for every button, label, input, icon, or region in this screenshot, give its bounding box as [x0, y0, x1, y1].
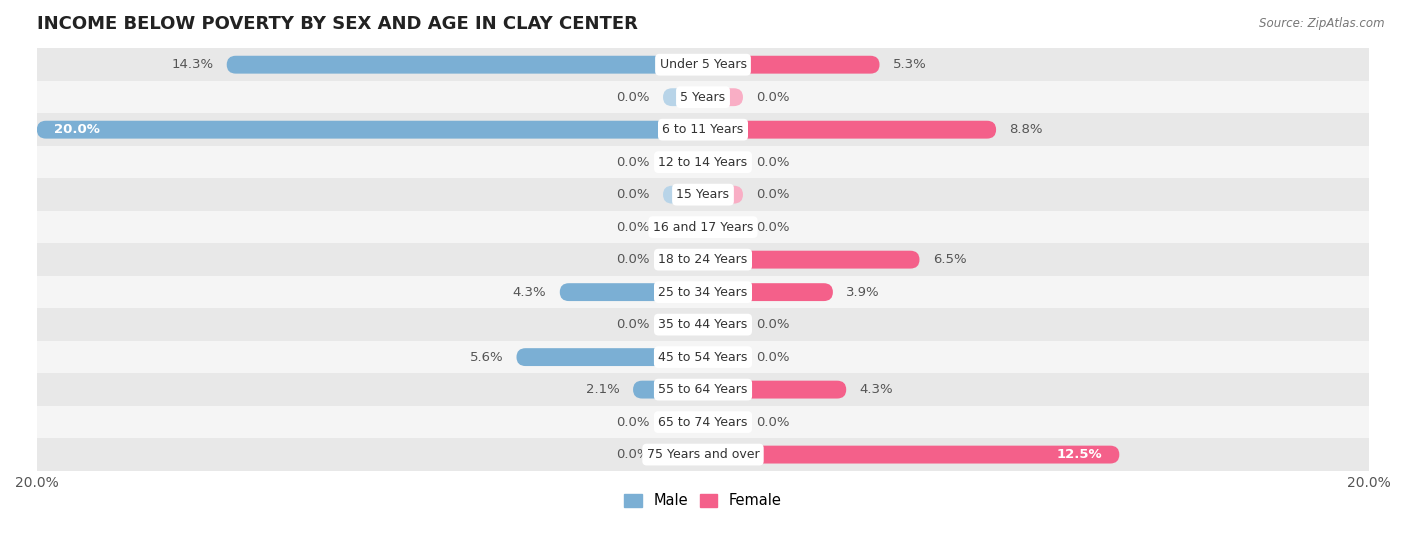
Text: 0.0%: 0.0% — [616, 220, 650, 234]
Text: 0.0%: 0.0% — [616, 416, 650, 429]
Text: 2.1%: 2.1% — [586, 383, 620, 396]
FancyBboxPatch shape — [703, 381, 846, 398]
FancyBboxPatch shape — [664, 413, 703, 431]
Text: 6.5%: 6.5% — [932, 253, 966, 266]
FancyBboxPatch shape — [703, 348, 742, 366]
Bar — [37, 276, 1369, 309]
FancyBboxPatch shape — [664, 186, 703, 204]
Text: 12.5%: 12.5% — [1057, 448, 1102, 461]
Text: 0.0%: 0.0% — [756, 156, 790, 169]
FancyBboxPatch shape — [703, 413, 742, 431]
Text: 75 Years and over: 75 Years and over — [647, 448, 759, 461]
FancyBboxPatch shape — [703, 121, 995, 138]
Text: 35 to 44 Years: 35 to 44 Years — [658, 318, 748, 331]
Text: 0.0%: 0.0% — [616, 91, 650, 104]
Bar — [37, 243, 1369, 276]
FancyBboxPatch shape — [226, 56, 703, 74]
Text: 0.0%: 0.0% — [756, 220, 790, 234]
FancyBboxPatch shape — [703, 153, 742, 171]
Bar — [37, 439, 1369, 471]
FancyBboxPatch shape — [703, 218, 742, 236]
Text: 0.0%: 0.0% — [616, 318, 650, 331]
Text: 5.6%: 5.6% — [470, 350, 503, 364]
Text: 0.0%: 0.0% — [756, 416, 790, 429]
Text: 4.3%: 4.3% — [513, 286, 547, 299]
Text: 0.0%: 0.0% — [756, 188, 790, 201]
Bar — [37, 179, 1369, 211]
Bar — [37, 373, 1369, 406]
Bar — [37, 146, 1369, 179]
Text: 12 to 14 Years: 12 to 14 Years — [658, 156, 748, 169]
FancyBboxPatch shape — [703, 186, 742, 204]
Text: 5 Years: 5 Years — [681, 91, 725, 104]
Text: 6 to 11 Years: 6 to 11 Years — [662, 123, 744, 136]
FancyBboxPatch shape — [703, 251, 920, 268]
Bar — [37, 309, 1369, 341]
FancyBboxPatch shape — [703, 56, 880, 74]
FancyBboxPatch shape — [664, 316, 703, 334]
Bar — [37, 341, 1369, 373]
FancyBboxPatch shape — [664, 218, 703, 236]
FancyBboxPatch shape — [664, 446, 703, 464]
Bar — [37, 211, 1369, 243]
Text: 0.0%: 0.0% — [616, 156, 650, 169]
Text: 0.0%: 0.0% — [616, 448, 650, 461]
Bar — [37, 81, 1369, 113]
Text: 55 to 64 Years: 55 to 64 Years — [658, 383, 748, 396]
FancyBboxPatch shape — [664, 251, 703, 268]
Text: 20.0%: 20.0% — [53, 123, 100, 136]
Text: 0.0%: 0.0% — [616, 253, 650, 266]
FancyBboxPatch shape — [560, 283, 703, 301]
FancyBboxPatch shape — [37, 121, 703, 138]
Text: 18 to 24 Years: 18 to 24 Years — [658, 253, 748, 266]
Text: 65 to 74 Years: 65 to 74 Years — [658, 416, 748, 429]
Text: 3.9%: 3.9% — [846, 286, 880, 299]
Text: 15 Years: 15 Years — [676, 188, 730, 201]
Text: 0.0%: 0.0% — [756, 318, 790, 331]
Legend: Male, Female: Male, Female — [619, 488, 787, 514]
Text: 8.8%: 8.8% — [1010, 123, 1043, 136]
Text: 0.0%: 0.0% — [756, 91, 790, 104]
Text: 45 to 54 Years: 45 to 54 Years — [658, 350, 748, 364]
Text: INCOME BELOW POVERTY BY SEX AND AGE IN CLAY CENTER: INCOME BELOW POVERTY BY SEX AND AGE IN C… — [37, 15, 638, 33]
FancyBboxPatch shape — [664, 88, 703, 106]
FancyBboxPatch shape — [703, 446, 1119, 464]
Text: 25 to 34 Years: 25 to 34 Years — [658, 286, 748, 299]
FancyBboxPatch shape — [703, 88, 742, 106]
Bar — [37, 113, 1369, 146]
FancyBboxPatch shape — [633, 381, 703, 398]
Text: Source: ZipAtlas.com: Source: ZipAtlas.com — [1260, 17, 1385, 30]
Bar — [37, 406, 1369, 439]
FancyBboxPatch shape — [703, 316, 742, 334]
Text: 16 and 17 Years: 16 and 17 Years — [652, 220, 754, 234]
FancyBboxPatch shape — [703, 283, 832, 301]
FancyBboxPatch shape — [664, 153, 703, 171]
Text: 4.3%: 4.3% — [859, 383, 893, 396]
FancyBboxPatch shape — [516, 348, 703, 366]
Text: 5.3%: 5.3% — [893, 58, 927, 71]
Text: 0.0%: 0.0% — [756, 350, 790, 364]
Text: Under 5 Years: Under 5 Years — [659, 58, 747, 71]
Bar — [37, 49, 1369, 81]
Text: 14.3%: 14.3% — [172, 58, 214, 71]
Text: 0.0%: 0.0% — [616, 188, 650, 201]
